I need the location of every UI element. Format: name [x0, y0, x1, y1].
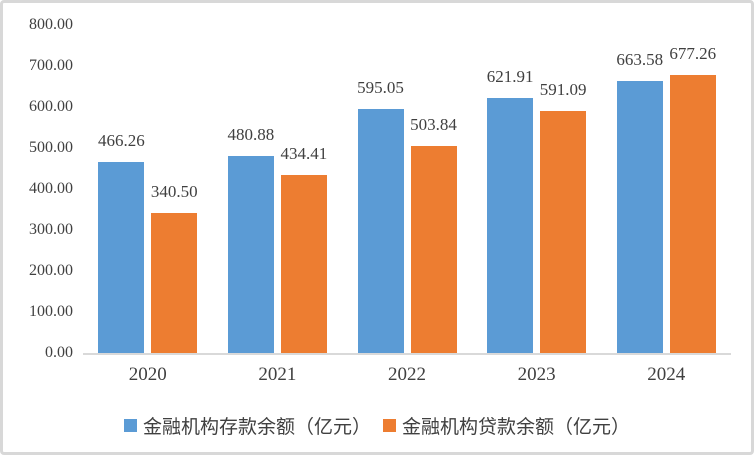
bar-deposit-2020: [98, 161, 145, 353]
x-axis-label-2023: 2023: [517, 364, 556, 385]
y-axis-tick-label: 300.00: [29, 221, 73, 238]
y-axis-tick-label: 200.00: [29, 262, 73, 279]
legend-item-deposit: 金融机构存款余额（亿元）: [123, 412, 371, 439]
bar-loan-2021: [280, 174, 327, 353]
data-label: 434.41: [280, 143, 328, 163]
y-axis-tick-label: 600.00: [29, 98, 73, 115]
legend-label: 金融机构存款余额（亿元）: [142, 417, 371, 438]
bar-deposit-2023: [487, 98, 534, 353]
x-axis-label-2022: 2022: [388, 364, 426, 385]
x-axis-label-2021: 2021: [258, 364, 297, 385]
y-axis-tick-label: 700.00: [29, 57, 73, 74]
bar-deposit-2021: [227, 155, 274, 353]
data-label: 340.50: [150, 182, 198, 202]
y-axis-tick-label: 500.00: [29, 139, 73, 156]
data-label: 591.09: [539, 79, 587, 99]
y-axis-tick-label: 100.00: [29, 303, 73, 320]
legend: 金融机构存款余额（亿元） 金融机构贷款余额（亿元）: [3, 412, 751, 439]
bar-loan-2022: [410, 146, 457, 353]
legend-label: 金融机构贷款余额（亿元）: [402, 417, 631, 438]
bar-deposit-2022: [357, 109, 404, 353]
legend-swatch-icon: [123, 419, 137, 432]
data-label: 466.26: [97, 130, 145, 150]
data-label: 503.84: [410, 115, 457, 135]
y-axis-tick-label: 800.00: [29, 16, 73, 33]
legend-item-loan: 金融机构贷款余额（亿元）: [383, 412, 630, 439]
y-axis-tick-label: 400.00: [29, 180, 73, 197]
bar-loan-2024: [669, 75, 716, 353]
x-axis-label-2020: 2020: [128, 364, 167, 385]
bar-loan-2023: [540, 110, 587, 353]
data-label: 480.88: [227, 124, 275, 144]
data-label: 677.26: [669, 44, 717, 64]
y-axis-tick-label: 0.00: [45, 344, 73, 361]
x-axis-label-2024: 2024: [647, 364, 686, 385]
plot-area: 466.26 340.50 480.88 434.41 595.05 503.84 621.…: [83, 25, 731, 355]
legend-swatch-icon: [383, 419, 396, 432]
bar-loan-2020: [151, 213, 198, 353]
data-label: 621.91: [486, 67, 534, 87]
data-label: 663.58: [616, 49, 664, 69]
bar-deposit-2024: [616, 80, 663, 353]
data-label: 595.05: [357, 78, 404, 98]
